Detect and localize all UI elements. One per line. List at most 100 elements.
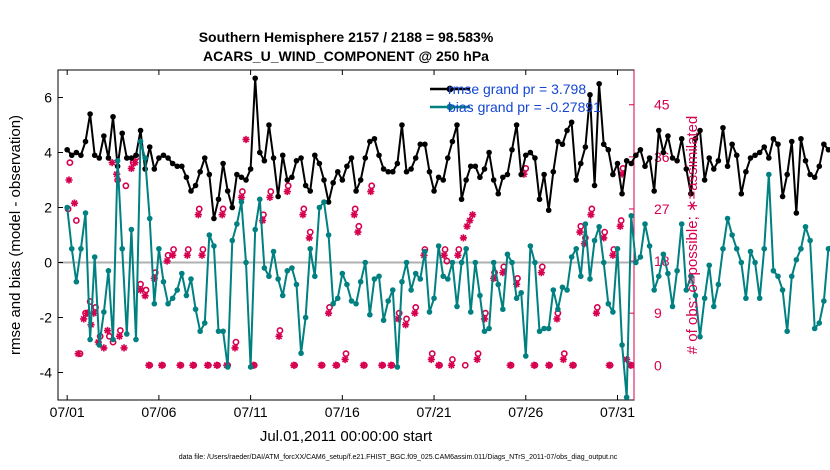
rmse-point [522,152,529,159]
rmse-point [357,177,364,183]
obs-assimilated-marker [324,309,333,317]
rmse-point [192,182,199,189]
obs-assimilated-marker [120,344,128,352]
rmse-point [234,171,240,178]
bias-point [417,276,424,282]
bias-point [151,300,158,307]
rmse-point [266,122,272,128]
obs-possible-marker [412,303,420,311]
rmse-point [481,166,488,172]
bias-point [669,303,676,310]
x-tick-label: 07/01 [50,404,85,420]
obs-possible-marker [351,205,359,213]
rmse-point [334,168,341,175]
rmse-point [614,160,621,167]
obs-assimilated-marker [378,361,386,369]
obs-assimilated-marker [283,187,291,196]
bias-point [481,328,488,335]
bias-point [137,138,144,145]
obs-assimilated-marker [242,135,250,144]
bias-point [367,311,373,318]
bias-point [110,336,116,343]
obs-possible-marker [300,205,308,213]
y-tick-label-right: 9 [654,305,662,321]
x-tick-label: 07/11 [234,404,268,420]
bias-point [87,336,93,343]
obs-assimilated-marker [266,193,274,201]
rmse-point [91,152,98,159]
rmse-point [426,168,433,175]
obs-possible-marker [116,327,124,334]
rmse-point [513,122,520,128]
rmse-point [642,163,648,170]
rmse-point [655,127,662,134]
footer-data-file: data file: /Users/raeder/DAI/ATM_forcXX/… [179,454,618,461]
bias-point [389,287,396,293]
bias-point [188,276,194,282]
bias-point [307,245,314,252]
obs-possible-marker [441,246,449,253]
obs-assimilated-marker [468,211,477,219]
obs-possible-marker [170,246,177,253]
bias-point [578,273,584,280]
rmse-point [449,138,456,145]
bias-point [96,342,103,348]
obs-assimilated-marker [194,211,202,219]
bias-point [169,295,176,302]
bias-point [545,325,552,332]
x-tick-label: 07/06 [141,404,176,420]
obs-assimilated-marker [290,361,298,369]
bias-point [720,245,726,252]
bias-point [568,254,575,260]
rmse-point [660,149,667,156]
bias-point [646,243,653,249]
rmse-point [215,196,222,203]
obs-assimilated-marker [568,361,577,369]
obs-assimilated-marker [411,309,419,317]
rmse-point [596,80,602,87]
rmse-point [582,144,589,150]
obs-assimilated-marker [176,361,184,369]
bias-point [477,292,483,299]
obs-assimilated-marker [189,361,197,369]
bias-point [128,226,135,233]
bias-point [591,237,598,244]
obs-possible-marker [482,309,489,317]
obs-possible-marker [195,205,203,213]
bias-point [614,245,621,252]
obs-assimilated-marker [275,332,283,340]
rmse-point [605,146,612,153]
legend-marker-rmse [446,85,454,93]
rmse-point [156,155,162,161]
rmse-point [362,155,369,161]
bias-point [78,245,84,252]
obs-assimilated-marker [218,211,226,219]
rmse-point [504,171,511,178]
rmse-point [302,182,309,189]
rmse-point [495,190,502,197]
rmse-point [568,119,575,126]
obs-assimilated-marker [317,361,325,369]
bias-point [793,256,800,263]
bias-point [715,281,722,288]
bias-point [559,284,566,291]
obs-possible-marker [122,182,130,190]
bias-point [215,328,222,335]
obs-assimilated-marker [183,251,191,259]
bias-point [224,364,231,370]
obs-possible-marker [601,228,609,236]
bias-line [66,140,830,399]
bias-point [536,328,543,335]
obs-assimilated-marker [145,361,153,369]
rmse-point [330,179,336,186]
bias-point [357,278,364,285]
obs-assimilated-marker [127,164,135,173]
obs-assimilated-marker [600,234,608,242]
rmse-point [321,177,327,183]
obs-assimilated-marker [213,361,221,369]
rmse-point [133,152,139,159]
rmse-point [353,188,359,194]
bias-point [114,157,121,164]
obs-assimilated-marker [332,361,340,369]
obs-possible-marker [238,188,246,195]
